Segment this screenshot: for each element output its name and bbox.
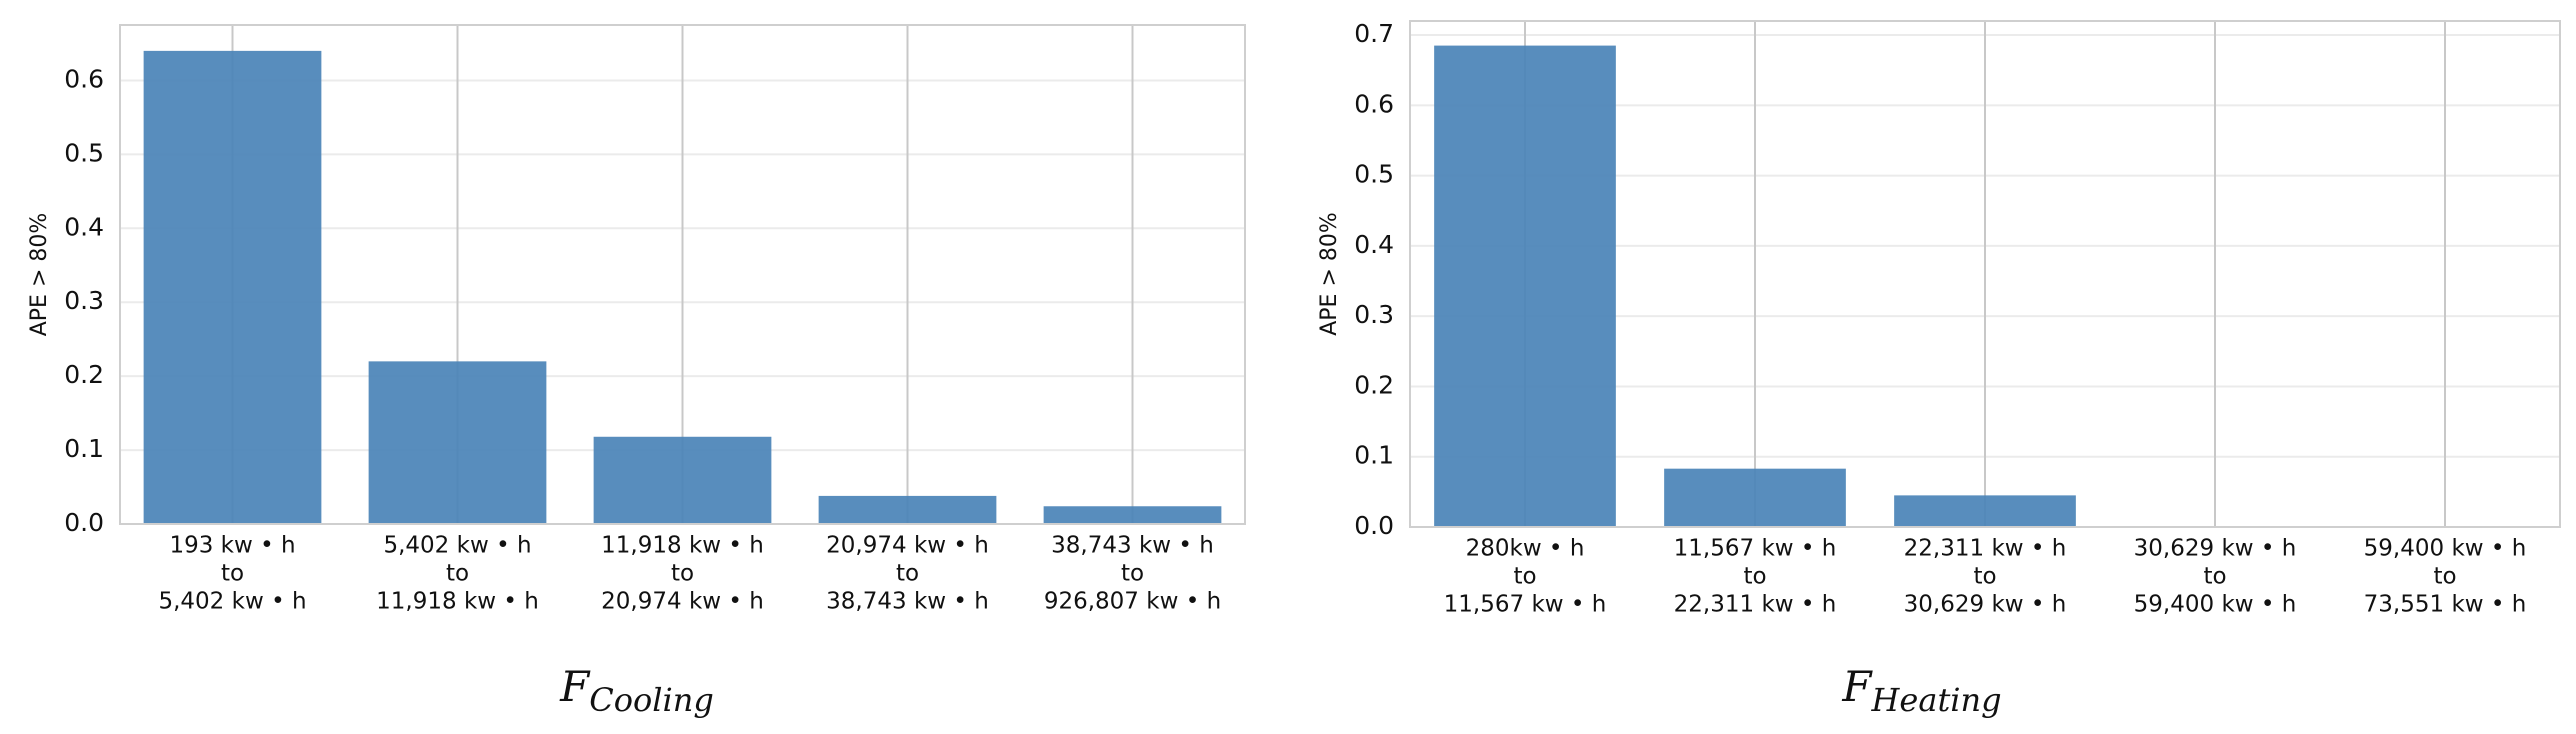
y-tick-label: 0.3 [1354,300,1394,329]
x-tick-label: 193 kw • h [169,533,295,559]
x-tick-label: to [1743,564,1766,590]
title-subscript: Cooling [589,681,714,719]
x-tick-label: to [2433,564,2456,590]
bar [143,50,322,524]
x-tick-label: to [896,561,919,587]
x-tick-label: 30,629 kw • h [1904,592,2067,618]
y-tick-label: 0.0 [1354,511,1394,540]
bar [593,436,772,524]
title-main: F [559,662,591,711]
x-tick-label: 280kw • h [1466,536,1585,562]
y-tick-label: 0.2 [1354,370,1394,399]
x-tick-label: 5,402 kw • h [158,589,306,615]
x-tick-label: to [1121,561,1144,587]
x-tick-label: 11,567 kw • h [1674,536,1837,562]
chart-title: FCooling [559,662,714,719]
x-tick-label: 59,400 kw • h [2364,536,2527,562]
chart-title: FHeating [1841,662,2001,719]
plot-frame [119,24,1246,525]
x-tick-label: 11,918 kw • h [376,589,539,615]
x-tick-label: to [446,561,469,587]
y-axis-label: APE > 80% [1317,212,1342,336]
x-tick-label: 5,402 kw • h [383,533,531,559]
title-subscript: Heating [1871,681,2002,719]
y-tick-label: 0.0 [64,508,104,537]
plot-frame [1409,20,2561,528]
y-tick-label: 0.7 [1354,19,1394,48]
bar [818,495,997,524]
y-tick-label: 0.6 [1354,89,1394,118]
y-tick-label: 0.4 [64,212,104,241]
x-tick-label: 59,400 kw • h [2134,592,2297,618]
y-tick-label: 0.1 [1354,441,1394,470]
x-tick-label: 22,311 kw • h [1674,592,1837,618]
x-tick-label: to [671,561,694,587]
x-tick-label: to [2203,564,2226,590]
x-tick-label: to [1973,564,1996,590]
y-tick-label: 0.1 [64,434,104,463]
x-tick-label: 11,918 kw • h [601,533,764,559]
y-tick-label: 0.5 [64,138,104,167]
bar [368,361,547,524]
x-tick-label: 38,743 kw • h [1051,533,1214,559]
x-tick-label: 20,974 kw • h [601,589,764,615]
y-tick-label: 0.4 [1354,230,1394,259]
x-tick-label: 73,551 kw • h [2364,592,2527,618]
y-axis-label: APE > 80% [27,213,52,337]
x-tick-label: 20,974 kw • h [826,533,989,559]
title-main: F [1841,662,1873,711]
x-tick-label: 926,807 kw • h [1044,589,1221,615]
y-tick-label: 0.6 [64,64,104,93]
bar [1043,506,1222,524]
x-tick-label: 11,567 kw • h [1444,592,1607,618]
bar [1434,45,1616,527]
x-tick-label: to [1513,564,1536,590]
y-tick-label: 0.3 [64,286,104,315]
x-tick-label: 38,743 kw • h [826,589,989,615]
y-tick-label: 0.5 [1354,160,1394,189]
x-tick-label: 30,629 kw • h [2134,536,2297,562]
x-tick-label: to [221,561,244,587]
bar [1664,468,1846,527]
bar [1894,495,2076,527]
x-tick-label: 22,311 kw • h [1904,536,2067,562]
y-tick-label: 0.2 [64,360,104,389]
